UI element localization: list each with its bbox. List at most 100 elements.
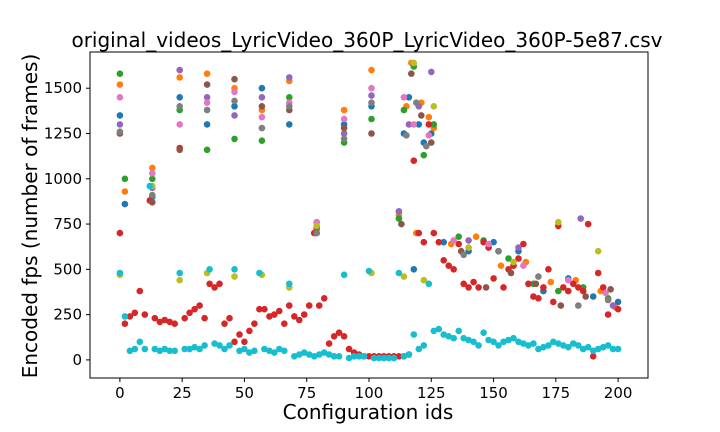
data-point-s3-69 <box>460 280 468 288</box>
data-point-s7-5 <box>258 124 266 132</box>
data-point-s3-86 <box>545 266 552 273</box>
data-point-s1-2 <box>149 164 156 172</box>
data-point-s9-10 <box>166 347 173 355</box>
data-point-s3-14 <box>186 309 193 317</box>
data-point-s9-60 <box>415 345 423 353</box>
data-point-s9-63 <box>430 327 438 335</box>
data-point-s9-35 <box>291 353 298 360</box>
data-point-s9-4 <box>136 338 144 346</box>
data-point-s5-10 <box>398 220 405 228</box>
data-point-s6-13 <box>450 237 458 244</box>
data-point-s9-52 <box>375 354 383 362</box>
data-point-s3-36 <box>296 316 303 324</box>
data-point-s3-89 <box>560 284 567 291</box>
data-point-s3-11 <box>171 320 178 328</box>
data-point-s9-75 <box>490 338 497 346</box>
data-point-s9-26 <box>246 349 253 356</box>
data-point-s9-7 <box>151 345 159 353</box>
data-point-s4-9 <box>368 92 375 99</box>
data-point-s5-15 <box>482 284 490 291</box>
data-point-s9-83 <box>530 340 537 347</box>
data-point-s9-50 <box>365 267 373 275</box>
data-point-s2-16 <box>455 233 463 240</box>
data-point-s3-35 <box>291 313 298 320</box>
data-point-s4-4 <box>231 112 238 119</box>
data-point-s9-28 <box>256 269 263 277</box>
data-point-s5-3 <box>203 81 211 88</box>
data-point-s4-6 <box>286 74 293 81</box>
data-point-s9-1 <box>121 313 129 320</box>
y-axis-label: Encoded fps (number of frames) <box>18 54 42 379</box>
data-point-s3-23 <box>231 338 238 346</box>
data-point-s3-31 <box>271 311 278 318</box>
data-point-s9-27 <box>251 347 258 355</box>
data-point-s6-8 <box>340 115 348 123</box>
data-point-s8-14 <box>465 244 472 251</box>
data-point-s9-71 <box>470 338 477 346</box>
data-point-s3-25 <box>241 338 248 346</box>
data-point-s9-100 <box>614 345 622 353</box>
data-point-s9-55 <box>390 354 398 362</box>
data-point-s7-17 <box>604 296 612 304</box>
data-point-s3-84 <box>535 295 542 302</box>
data-point-s9-65 <box>440 331 448 338</box>
data-point-s9-51 <box>370 354 378 362</box>
data-point-s9-3 <box>131 345 139 353</box>
data-point-s3-87 <box>550 298 557 306</box>
data-point-s1-9 <box>340 106 348 114</box>
data-point-s5-13 <box>428 139 435 146</box>
data-point-s0-13 <box>405 94 413 101</box>
data-point-s4-16 <box>577 215 584 222</box>
data-point-s9-96 <box>594 345 602 353</box>
data-point-s3-2 <box>126 313 134 320</box>
data-point-s3-90 <box>565 287 572 295</box>
data-point-s9-59 <box>410 331 418 338</box>
data-point-s2-1 <box>121 175 129 183</box>
x-tick-label: 50 <box>235 384 254 402</box>
data-point-s9-81 <box>520 340 527 347</box>
data-point-s3-34 <box>286 302 293 309</box>
data-point-s9-43 <box>330 353 338 360</box>
data-point-s9-91 <box>570 340 577 347</box>
data-point-s9-6 <box>146 182 154 190</box>
data-point-s2-15 <box>430 121 438 128</box>
data-point-s9-17 <box>201 342 208 349</box>
data-point-s7-10 <box>403 132 410 139</box>
data-point-s6-10 <box>400 94 408 101</box>
data-point-s3-22 <box>226 314 233 322</box>
data-point-s3-20 <box>216 280 223 288</box>
data-point-s1-19 <box>472 233 480 240</box>
data-point-s5-19 <box>582 293 589 300</box>
data-point-s9-98 <box>604 342 612 349</box>
data-point-s3-17 <box>201 314 208 322</box>
data-point-s9-61 <box>420 342 428 349</box>
data-point-s6-12 <box>425 132 433 139</box>
data-point-s3-85 <box>540 284 547 291</box>
data-point-s3-63 <box>430 229 438 237</box>
data-point-s3-37 <box>300 311 308 318</box>
data-point-s9-39 <box>310 353 318 360</box>
data-point-s5-18 <box>557 302 565 309</box>
data-points <box>116 59 622 362</box>
data-point-s8-17 <box>594 247 602 255</box>
data-point-s9-16 <box>196 345 203 353</box>
data-point-s2-2 <box>149 175 156 183</box>
chart-title: original_videos_LyricVideo_360P_LyricVid… <box>71 28 662 52</box>
data-point-s2-11 <box>395 215 403 222</box>
data-point-s3-26 <box>246 327 253 335</box>
data-point-s3-93 <box>579 287 587 295</box>
data-point-s3-40 <box>315 302 323 309</box>
data-point-s7-6 <box>286 103 293 110</box>
data-point-s6-16 <box>565 276 572 284</box>
data-point-s3-16 <box>196 302 203 309</box>
data-point-s8-2 <box>176 276 183 284</box>
data-point-s3-46 <box>345 345 353 353</box>
data-point-s9-0 <box>116 269 124 277</box>
data-point-s9-12 <box>176 269 183 277</box>
x-tick-label: 75 <box>297 384 316 402</box>
data-point-s9-84 <box>535 345 542 353</box>
data-point-s3-27 <box>251 320 258 328</box>
data-point-s8-10 <box>400 273 408 280</box>
data-point-s2-5 <box>231 135 238 143</box>
data-point-s0-18 <box>440 238 448 246</box>
